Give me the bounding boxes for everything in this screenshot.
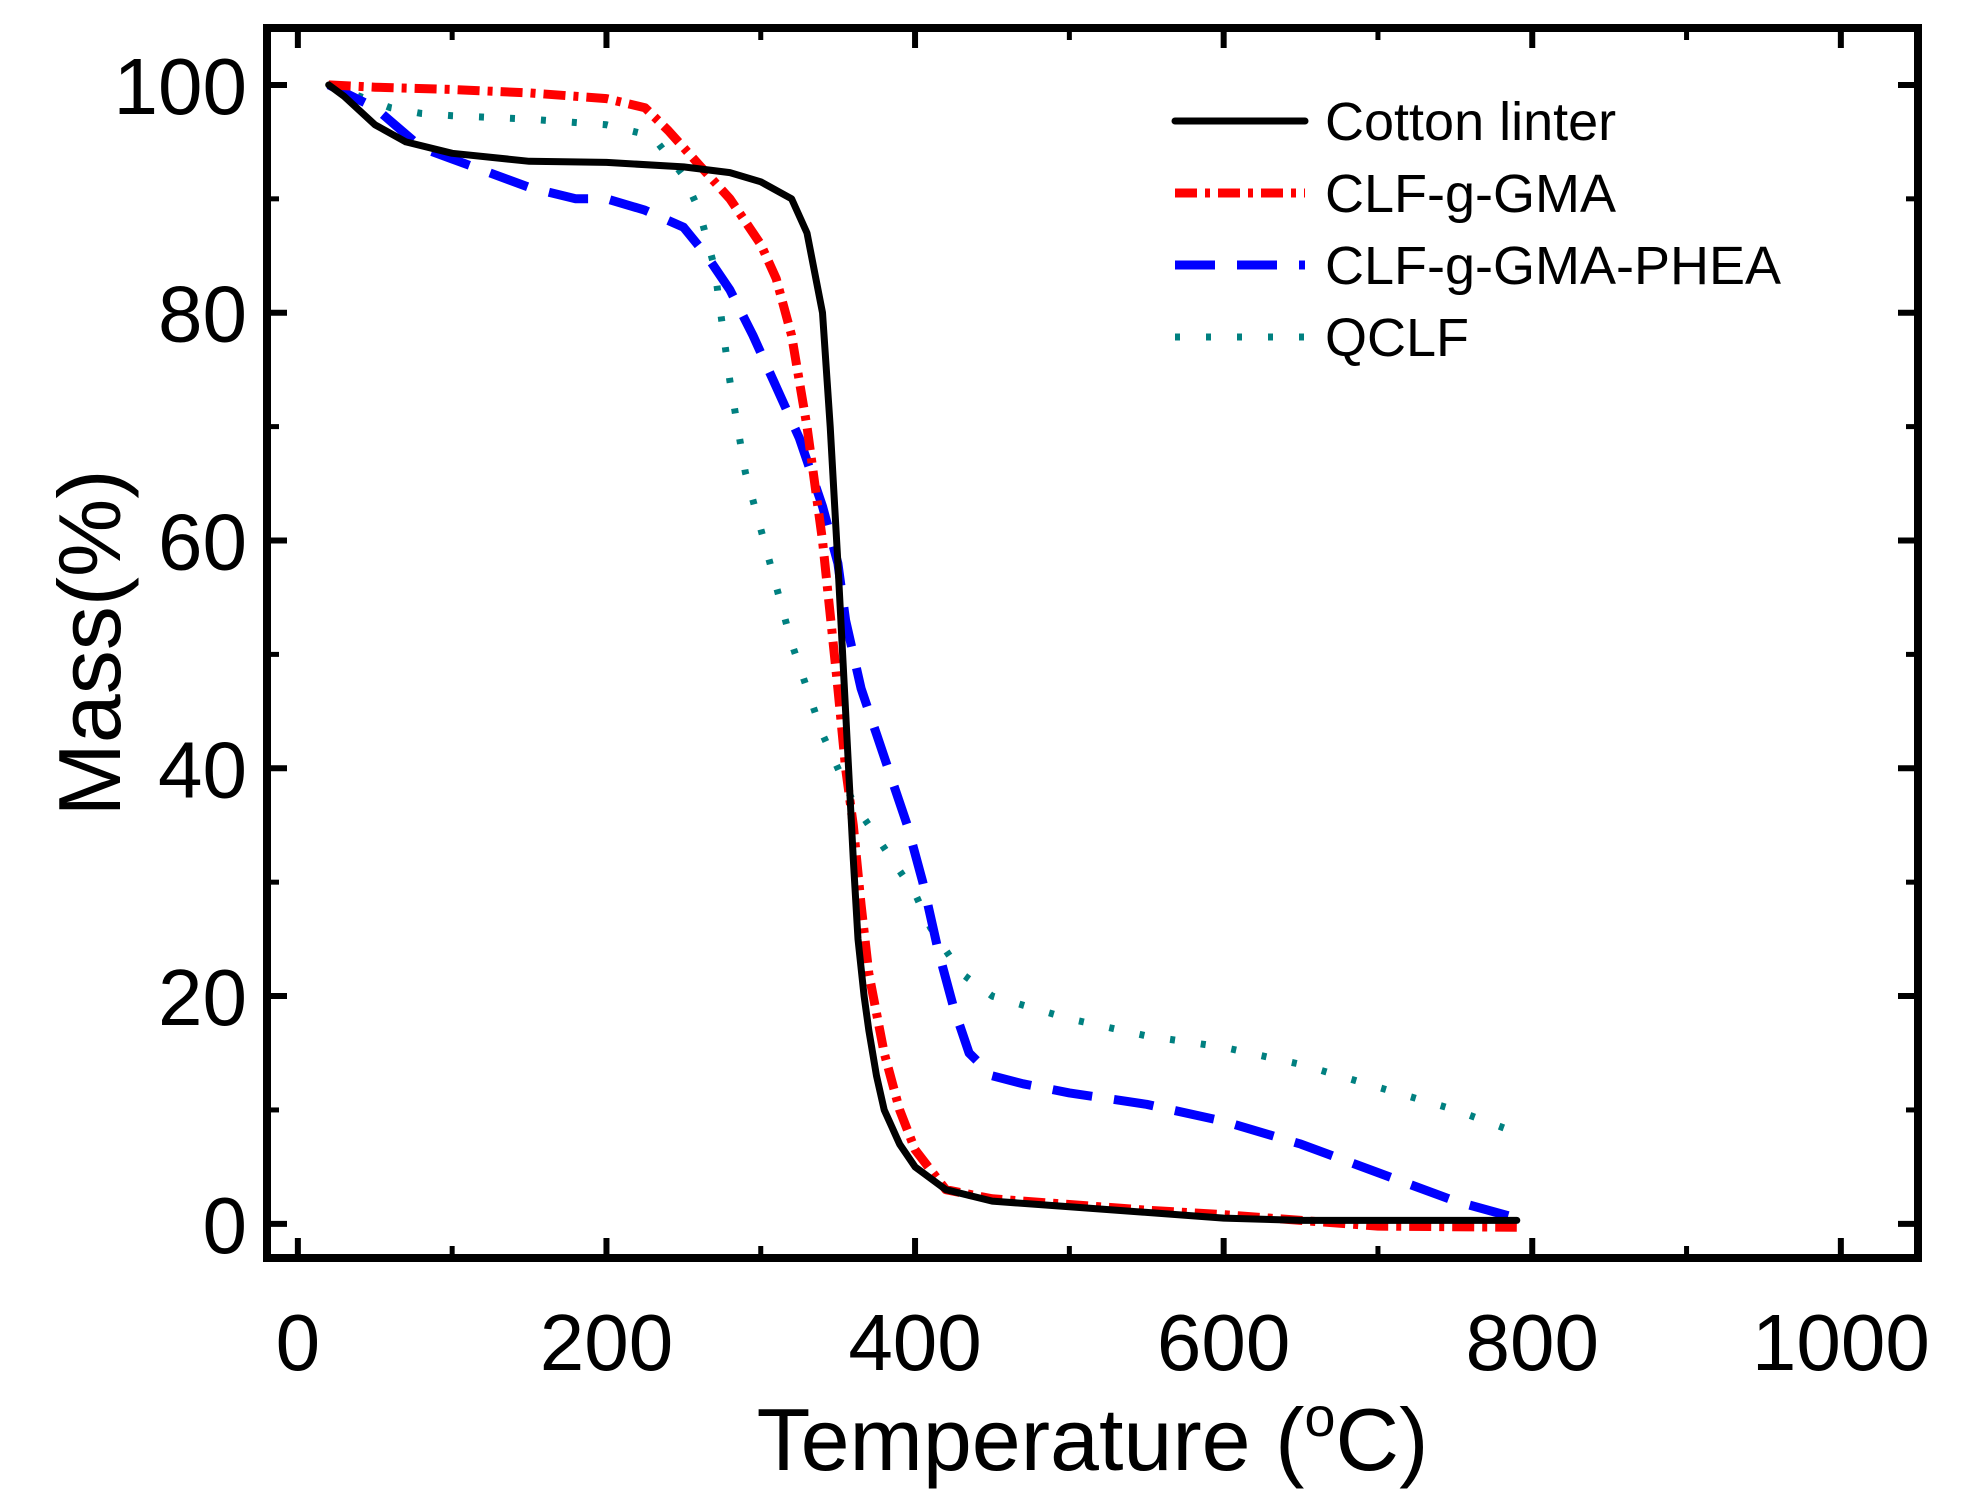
curves-layer [325, 80, 1521, 1232]
x-tick-label: 1000 [1752, 1298, 1930, 1387]
x-axis-title: Temperature (oC) [757, 1385, 1429, 1489]
legend-label: CLF-g-GMA [1325, 164, 1616, 224]
y-tick-label: 100 [114, 42, 247, 131]
legend-label: CLF-g-GMA-PHEA [1325, 236, 1781, 296]
series-line-1 [325, 81, 1521, 1224]
y-tick-label: 40 [158, 725, 247, 814]
x-axis-title-main: Temperature ( [757, 1390, 1305, 1489]
y-tick-label: 80 [158, 270, 247, 359]
x-tick-label: 400 [848, 1298, 981, 1387]
y-axis-title: Mass(%) [40, 469, 139, 816]
x-axis-title-unit: C) [1336, 1390, 1429, 1489]
x-tick-label: 800 [1466, 1298, 1599, 1387]
plot-frame [263, 24, 1922, 1262]
legend: Cotton linter CLF-g-GMA CLF-g-GMA-PHEA QCLF [1171, 92, 1781, 368]
y-tick-label: 60 [158, 498, 247, 587]
x-tick-label: 200 [540, 1298, 673, 1387]
y-tick-label: 20 [158, 953, 247, 1042]
legend-label: QCLF [1325, 308, 1469, 368]
x-axis-title-degree: o [1304, 1385, 1335, 1448]
series-line-4 [327, 81, 1519, 1136]
legend-label: Cotton linter [1325, 92, 1616, 152]
ticks-layer: 0 200 400 600 800 1000 0 20 40 60 80 100 [114, 28, 1930, 1387]
x-tick-label: 0 [276, 1298, 321, 1387]
y-tick-label: 0 [203, 1181, 248, 1270]
x-tick-label: 600 [1157, 1298, 1290, 1387]
